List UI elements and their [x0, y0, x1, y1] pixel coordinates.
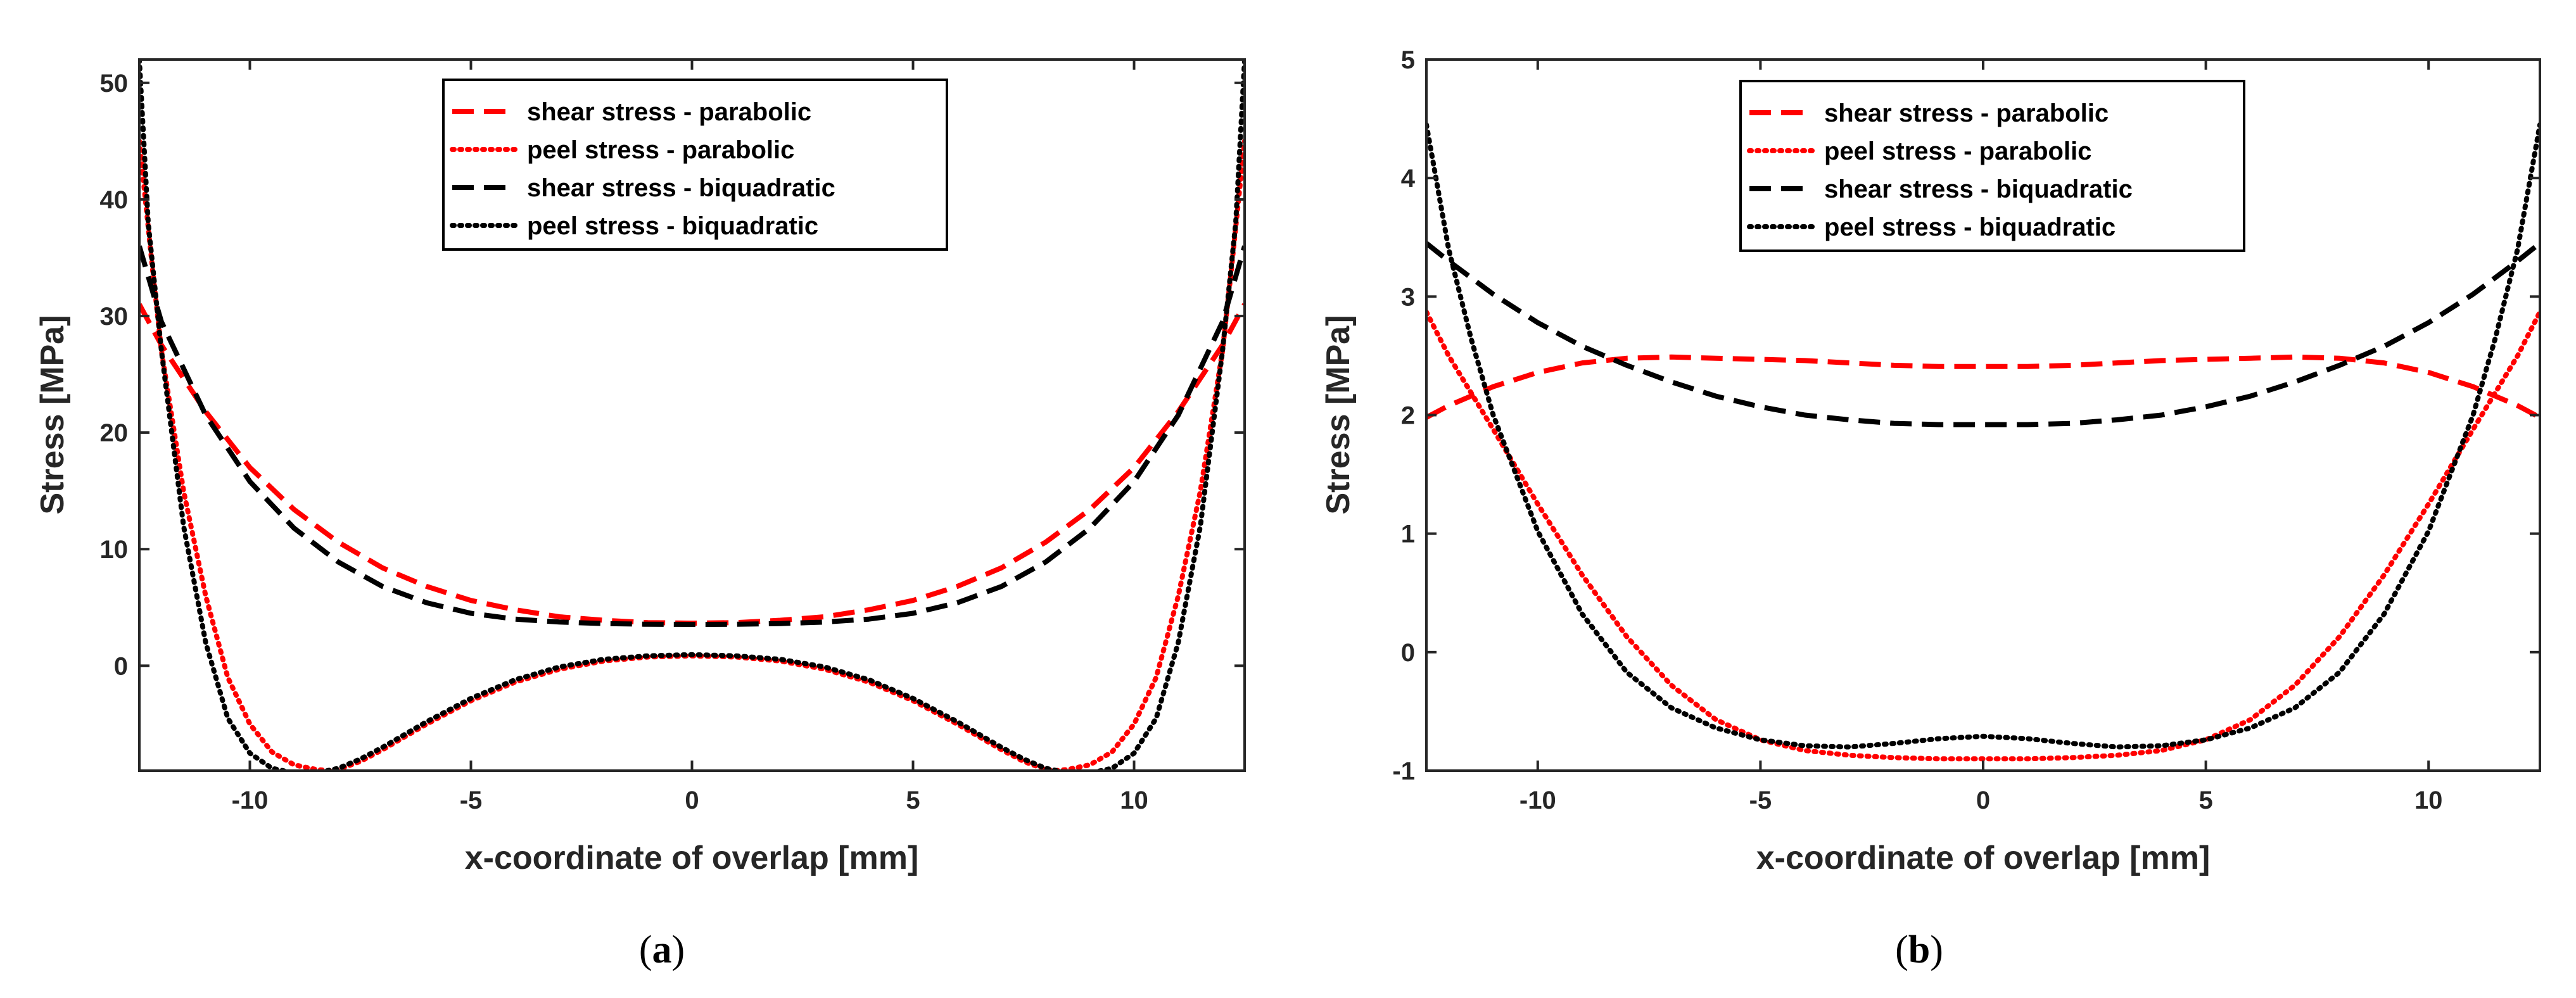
series-group-b: [1426, 122, 2540, 762]
legend-b: shear stress - parabolic peel stress - p…: [1739, 80, 2245, 252]
x-tick-label-b: 0: [1976, 786, 1990, 814]
y-tick-label-b: -1: [1392, 757, 1415, 785]
legend-label-shear-parabolic-b: shear stress - parabolic: [1824, 99, 2109, 127]
y-tick-label-a: 40: [100, 186, 129, 214]
legend-label-peel-biquadratic-a: peel stress - biquadratic: [527, 212, 818, 240]
x-tick-label-b: 5: [2198, 786, 2212, 814]
y-tick-label-b: 5: [1401, 46, 1415, 74]
ticks-a: -10 -5 0 5 10 0 10 20 30 40 50: [100, 60, 1245, 814]
caption-a: (a): [639, 928, 685, 971]
x-tick-label-a: 5: [906, 786, 920, 814]
y-tick-label-a: 10: [100, 536, 129, 564]
legend-label-peel-parabolic-b: peel stress - parabolic: [1824, 137, 2091, 165]
y-tick-label-b: 2: [1401, 402, 1415, 430]
x-axis-label-b: x-coordinate of overlap [mm]: [1756, 840, 2211, 876]
series-peel-stress-biquadratic-b: [1426, 122, 2540, 750]
caption-b: (b): [1895, 928, 1943, 971]
y-tick-label-a: 20: [100, 419, 129, 447]
series-peel-stress-parabolic-b: [1426, 309, 2540, 762]
x-axis-label-a: x-coordinate of overlap [mm]: [465, 840, 919, 876]
x-tick-label-a: 0: [685, 786, 699, 814]
x-tick-label-a: -5: [460, 786, 483, 814]
legend-box-a: [442, 79, 948, 251]
series-peel-stress-biquadratic-a: [139, 60, 1245, 771]
series-shear-stress-biquadratic-b: [1426, 241, 2540, 427]
y-axis-label-a: Stress [MPa]: [34, 315, 71, 515]
series-group-a: [139, 60, 1245, 771]
y-tick-label-a: 50: [100, 70, 129, 98]
legend-box-b: [1739, 80, 2245, 252]
legend-label-peel-parabolic-a: peel stress - parabolic: [527, 136, 794, 164]
legend-a: shear stress - parabolic peel stress - p…: [442, 79, 948, 251]
panel-a: -10 -5 0 5 10 0 10 20 30 40 50 x-coordinate of ove…: [34, 58, 1246, 971]
series-shear-stress-biquadratic-a: [139, 245, 1245, 627]
legend-label-shear-biquadratic-b: shear stress - biquadratic: [1824, 175, 2133, 203]
x-tick-label-b: -10: [1520, 786, 1556, 814]
y-tick-label-b: 4: [1401, 165, 1416, 193]
x-tick-label-b: -5: [1749, 786, 1772, 814]
y-axis-label-b: Stress [MPa]: [1320, 315, 1357, 515]
series-shear-stress-parabolic-b: [1426, 354, 2540, 420]
x-tick-label-a: -10: [232, 786, 269, 814]
legend-label-shear-biquadratic-a: shear stress - biquadratic: [527, 174, 835, 202]
x-tick-label-a: 10: [1120, 786, 1148, 814]
y-tick-label-b: 3: [1401, 283, 1415, 311]
y-tick-label-b: 0: [1401, 639, 1415, 667]
y-tick-label-a: 0: [114, 652, 128, 680]
y-tick-label-b: 1: [1401, 521, 1415, 548]
x-tick-label-b: 10: [2414, 786, 2443, 814]
legend-label-shear-parabolic-a: shear stress - parabolic: [527, 98, 811, 126]
y-tick-label-a: 30: [100, 303, 129, 331]
legend-label-peel-biquadratic-b: peel stress - biquadratic: [1824, 213, 2116, 241]
